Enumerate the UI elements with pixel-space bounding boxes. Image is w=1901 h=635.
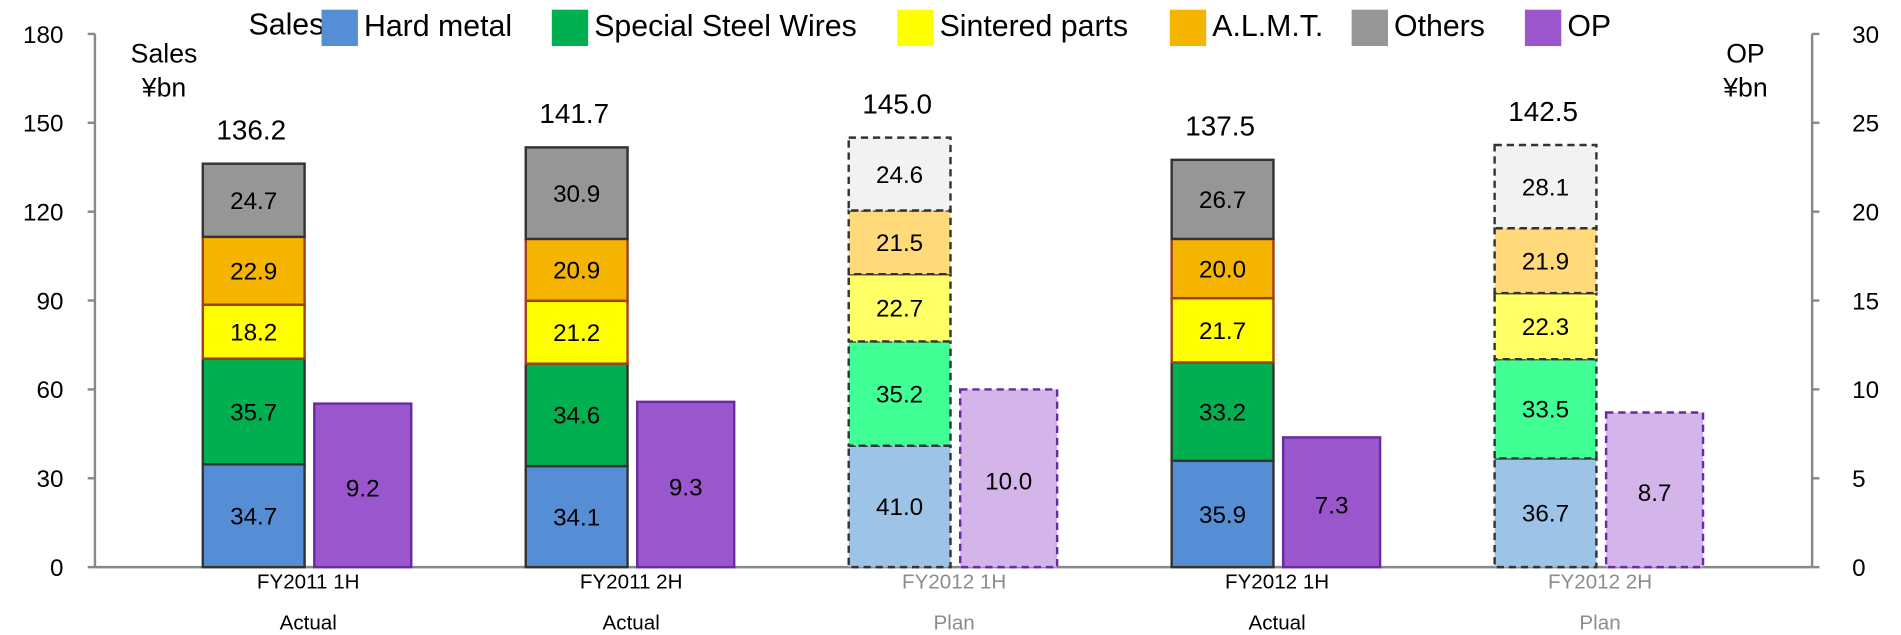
value-label: 28.1 [1522,174,1569,201]
value-label: 34.6 [553,403,600,430]
bar-segment [847,136,952,212]
value-label: 9.2 [346,476,380,503]
y2-tick-label: 0 [1852,555,1865,582]
y-tick-label: 30 [36,466,63,493]
legend-label: Special Steel Wires [594,10,857,43]
total-label: 141.7 [539,98,609,129]
y-tick-label: 90 [36,288,63,315]
legend-label: Sintered parts [940,10,1129,43]
value-label: 7.3 [1315,493,1349,520]
y2-tick-label: 10 [1852,377,1879,404]
value-label: 9.3 [669,475,703,502]
value-label: 22.3 [1522,314,1569,341]
value-label: 18.2 [230,319,277,346]
bar-segment [201,235,306,306]
legend-title: Sales [249,9,325,42]
bar-segment [1493,143,1598,230]
op-bar [958,388,1059,569]
value-label: 8.7 [1638,480,1672,507]
value-label: 20.9 [553,258,600,285]
bar-segment [524,362,629,468]
x-tick-label: FY2011 1H [257,570,360,593]
value-label: 36.7 [1522,501,1569,528]
bar-segment [201,162,306,239]
x-tick-label: FY2012 1H [902,570,1006,593]
value-label: 22.7 [876,296,923,323]
bar-segment [524,146,629,241]
x-tick-label: FY2012 2H [1548,570,1652,593]
value-label: 41.0 [876,494,923,521]
y-tick-label: 120 [23,199,63,226]
legend-label: OP [1567,10,1611,43]
y2-tick-label: 30 [1852,22,1879,49]
op-bar [636,400,736,569]
y2-tick-label: 20 [1852,199,1879,226]
total-label: 136.2 [216,115,286,146]
legend-label: Others [1394,10,1485,43]
op-bar [313,402,413,569]
bar-segment [201,463,306,569]
y2-tick-label: 25 [1852,111,1879,138]
value-label: 33.2 [1199,399,1246,426]
legend-label: Hard metal [364,10,512,43]
legend-swatch [321,9,358,47]
value-label: 35.2 [876,381,923,408]
x-tick-label: FY2012 1H [1225,570,1329,593]
value-label: 24.6 [876,162,923,189]
bar-segment [1170,158,1275,241]
x-sublabel: Plan [1579,612,1620,635]
legend-swatch [1169,9,1207,47]
legend-swatch [1524,9,1562,47]
bar-segment [1493,227,1598,295]
value-label: 21.2 [553,320,600,347]
value-label: 24.7 [230,188,277,215]
x-sublabel: Actual [603,612,660,635]
x-tick-label: FY2011 2H [580,570,683,593]
value-label: 22.9 [230,259,277,286]
bar-segment [1170,361,1275,463]
bar-segment [847,340,952,447]
legend-label: A.L.M.T. [1212,10,1323,43]
bar-segment [1170,296,1275,364]
bar-segment [847,272,952,343]
bar-segment [201,357,306,466]
y2-axis-label: OP ¥bn [1722,39,1767,103]
value-label: 34.1 [553,504,600,531]
op-bar [1281,436,1382,569]
legend-swatch [551,9,589,47]
y-axis-label: Sales ¥bn [131,39,198,103]
total-label: 145.0 [862,88,932,119]
value-label: 10.0 [985,469,1032,496]
y-tick-label: 0 [50,555,63,582]
x-sublabel: Actual [1248,612,1305,635]
y2-tick-label: 5 [1852,466,1865,493]
value-label: 30.9 [553,181,600,208]
value-label: 21.9 [1522,249,1569,276]
y-tick-label: 150 [23,111,63,138]
value-label: 20.0 [1199,256,1246,283]
value-label: 33.5 [1522,397,1569,424]
y-tick-label: 60 [36,377,63,404]
legend-swatch [897,9,934,47]
value-label: 35.7 [230,399,277,426]
bar-segment [524,299,629,365]
bar-segment [1170,459,1275,569]
y-tick-label: 180 [23,22,63,49]
legend-swatch [1351,9,1388,47]
y2-tick-label: 15 [1852,288,1879,315]
value-label: 26.7 [1199,187,1246,214]
value-label: 21.5 [876,230,923,257]
total-label: 137.5 [1185,111,1255,142]
value-label: 35.9 [1199,502,1246,529]
x-sublabel: Plan [934,612,975,635]
value-label: 21.7 [1199,318,1246,345]
bar-segment [1493,357,1598,460]
op-bar [1604,411,1705,569]
x-sublabel: Actual [280,612,337,635]
value-label: 34.7 [230,504,277,531]
total-label: 142.5 [1508,96,1578,127]
bar-segment [524,237,629,303]
